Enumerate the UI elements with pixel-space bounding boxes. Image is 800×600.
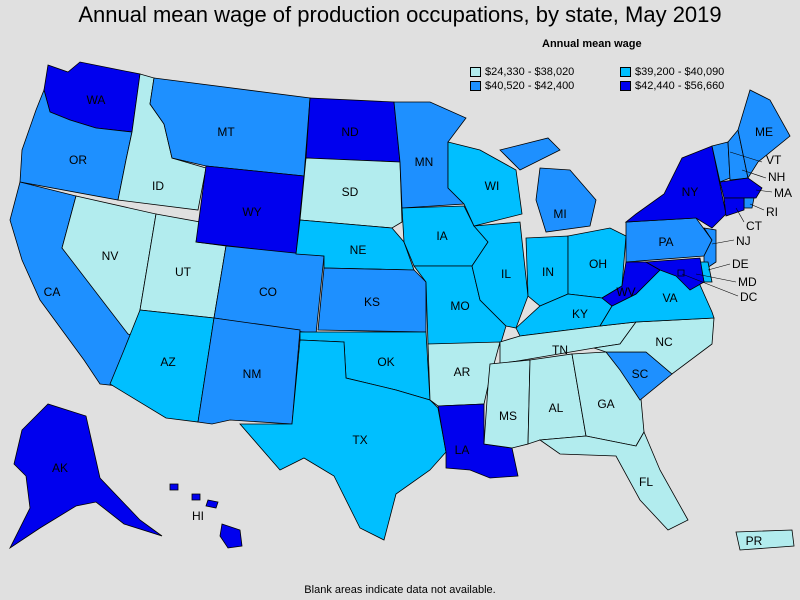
state-PR[interactable] [735, 529, 795, 551]
state-labels: WA OR CA ID NV UT AZ MT WY CO NM ND SD N… [44, 93, 792, 548]
state-label-FL: FL [639, 475, 653, 489]
state-label-VT: VT [766, 153, 782, 167]
state-label-NH: NH [768, 170, 785, 184]
leader-line-DE [707, 263, 731, 271]
leader-line-DC [681, 273, 739, 297]
state-label-NE: NE [350, 243, 367, 257]
state-KS[interactable] [317, 267, 427, 333]
state-label-NC: NC [655, 335, 673, 349]
leader-line-NH [741, 169, 767, 179]
legend-label-bin-1: $24,330 - $38,020 [485, 66, 575, 78]
state-MI[interactable] [499, 137, 597, 233]
state-label-SD: SD [342, 185, 359, 199]
legend-title: Annual mean wage [542, 38, 642, 50]
state-label-IL: IL [501, 267, 511, 281]
state-label-MD: MD [738, 275, 757, 289]
state-HI[interactable] [169, 483, 243, 549]
state-label-DE: DE [732, 257, 749, 271]
state-TX[interactable] [239, 339, 447, 541]
state-label-NJ: NJ [736, 234, 751, 248]
legend-label-bin-2: $39,200 - $40,090 [635, 66, 725, 78]
state-label-PA: PA [658, 235, 673, 249]
state-MD[interactable] [644, 257, 705, 291]
state-label-AK: AK [52, 461, 68, 475]
state-label-OK: OK [377, 355, 394, 369]
state-label-GA: GA [597, 397, 614, 411]
state-label-CT: CT [746, 219, 763, 233]
legend-swatch-bin-3 [470, 81, 481, 91]
state-label-MO: MO [450, 299, 469, 313]
legend-item-bin-2: $39,200 - $40,090 [620, 66, 724, 78]
footnote: Blank areas indicate data not available. [304, 584, 496, 596]
state-label-RI: RI [766, 205, 778, 219]
state-label-CO: CO [259, 285, 277, 299]
state-label-IN: IN [542, 265, 554, 279]
state-label-MN: MN [415, 155, 434, 169]
state-label-LA: LA [455, 443, 470, 457]
state-WI[interactable] [447, 141, 523, 227]
state-AK[interactable] [8, 403, 163, 550]
state-label-KS: KS [364, 295, 380, 309]
map-title: Annual mean wage of production occupatio… [78, 2, 722, 27]
state-label-WI: WI [485, 179, 500, 193]
state-FL[interactable] [538, 431, 689, 531]
state-CT[interactable] [723, 197, 745, 217]
state-label-NV: NV [102, 249, 119, 263]
state-NM[interactable] [197, 317, 301, 425]
state-label-VA: VA [662, 291, 677, 305]
state-label-DC: DC [740, 290, 758, 304]
state-MS[interactable] [483, 359, 531, 449]
state-label-SC: SC [632, 367, 649, 381]
state-label-PR: PR [746, 534, 763, 548]
leader-line-MA [755, 189, 773, 193]
state-label-MI: MI [553, 207, 566, 221]
state-label-TX: TX [352, 433, 367, 447]
legend-item-bin-3: $40,520 - $42,400 [470, 80, 574, 92]
state-MA[interactable] [719, 177, 763, 199]
state-label-MT: MT [217, 125, 235, 139]
state-label-ME: ME [755, 125, 773, 139]
legend-swatch-bin-4 [620, 81, 631, 91]
state-label-HI: HI [192, 509, 204, 523]
state-DC[interactable] [677, 269, 685, 277]
state-IL[interactable] [471, 221, 529, 329]
state-label-NY: NY [682, 185, 699, 199]
legend-item-bin-1: $24,330 - $38,020 [470, 66, 574, 78]
state-NY[interactable] [624, 145, 727, 229]
legend-swatch-bin-1 [470, 67, 481, 77]
leader-line-RI [749, 203, 765, 211]
leader-line-MD [695, 273, 737, 283]
legend-swatch-bin-2 [620, 67, 631, 77]
state-label-KY: KY [572, 307, 588, 321]
leader-line-NJ [711, 239, 735, 245]
state-LA[interactable] [437, 403, 519, 479]
state-label-MS: MS [499, 409, 517, 423]
legend-label-bin-3: $40,520 - $42,400 [485, 80, 575, 92]
state-label-MA: MA [774, 186, 792, 200]
state-label-CA: CA [44, 285, 61, 299]
state-label-IA: IA [436, 229, 447, 243]
state-SD[interactable] [299, 157, 403, 229]
state-label-ND: ND [341, 125, 359, 139]
state-label-UT: UT [175, 265, 192, 279]
state-label-OH: OH [589, 257, 607, 271]
state-label-AZ: AZ [160, 355, 175, 369]
state-label-AR: AR [454, 365, 471, 379]
legend-item-bin-4: $42,440 - $56,660 [620, 80, 724, 92]
legend-label-bin-4: $42,440 - $56,660 [635, 80, 725, 92]
state-label-NM: NM [243, 367, 262, 381]
state-label-ID: ID [152, 179, 164, 193]
state-label-WY: WY [242, 205, 261, 219]
state-label-WV: WV [616, 285, 635, 299]
state-label-OR: OR [69, 153, 87, 167]
leader-line-CT [735, 207, 745, 223]
state-label-TN: TN [552, 343, 568, 357]
state-RI[interactable] [743, 197, 755, 209]
state-label-AL: AL [549, 401, 564, 415]
state-label-WA: WA [87, 93, 106, 107]
leader-line-VT [729, 151, 763, 163]
